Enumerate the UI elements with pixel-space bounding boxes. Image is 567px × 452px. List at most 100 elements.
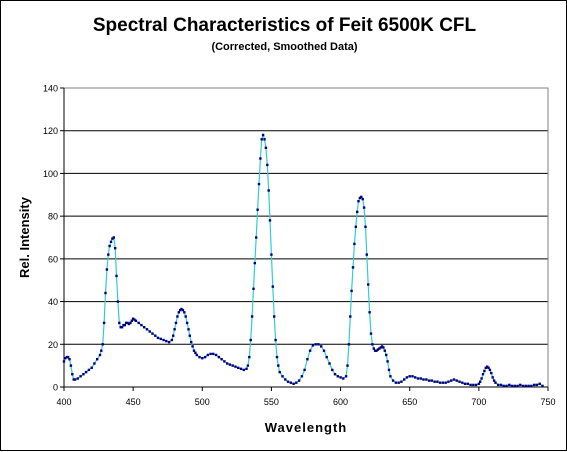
- data-point: [314, 343, 317, 346]
- data-point: [231, 364, 234, 367]
- data-point: [239, 367, 243, 370]
- data-point: [220, 358, 223, 361]
- data-point: [187, 328, 190, 331]
- data-point: [339, 376, 342, 379]
- data-point: [297, 379, 301, 382]
- data-point: [481, 373, 485, 376]
- data-point: [286, 380, 290, 383]
- data-point: [177, 311, 180, 314]
- data-point: [441, 381, 445, 384]
- data-point: [333, 373, 337, 376]
- data-point: [246, 364, 250, 367]
- data-point: [66, 355, 70, 359]
- data-point: [263, 138, 266, 141]
- data-point: [450, 379, 453, 382]
- data-point: [65, 355, 68, 359]
- data-point: [331, 368, 334, 372]
- data-point: [336, 375, 339, 378]
- data-point: [264, 146, 268, 149]
- data-point: [126, 321, 129, 325]
- data-point: [206, 353, 209, 357]
- data-point: [250, 315, 254, 318]
- data-point: [300, 375, 304, 378]
- data-point: [268, 219, 272, 222]
- data-point: [364, 225, 367, 228]
- data-point: [436, 380, 439, 383]
- data-point: [372, 347, 375, 350]
- data-point: [71, 373, 74, 376]
- data-point: [371, 343, 374, 346]
- y-tick-label: 100: [43, 169, 58, 179]
- data-point: [90, 366, 93, 369]
- data-point: [349, 315, 352, 318]
- data-point: [373, 349, 377, 352]
- data-point: [129, 321, 132, 325]
- data-point: [174, 321, 178, 325]
- data-point: [385, 353, 388, 357]
- data-point: [380, 345, 384, 348]
- data-point: [502, 384, 505, 388]
- data-point: [125, 321, 128, 325]
- data-point: [194, 351, 197, 354]
- data-point: [419, 377, 422, 380]
- data-point: [119, 326, 122, 329]
- data-point: [274, 338, 277, 342]
- x-tick-label: 550: [264, 397, 279, 407]
- x-tick-label: 700: [471, 397, 486, 407]
- y-tick-label: 20: [48, 340, 58, 350]
- data-point: [165, 339, 168, 343]
- data-point: [245, 367, 248, 370]
- data-point: [203, 355, 207, 359]
- x-axis-title: Wavelength: [265, 420, 347, 435]
- data-point: [499, 383, 503, 387]
- data-point: [519, 383, 522, 387]
- data-point: [306, 358, 309, 361]
- data-point: [185, 321, 189, 325]
- data-point: [533, 383, 536, 387]
- data-point: [234, 365, 237, 368]
- data-point: [192, 349, 196, 352]
- data-point: [463, 382, 467, 385]
- y-tick-label: 0: [53, 383, 58, 393]
- data-point: [73, 378, 77, 381]
- data-point: [491, 376, 494, 379]
- plot-area: [63, 87, 549, 388]
- data-point: [311, 344, 315, 347]
- data-point: [180, 307, 183, 311]
- data-point: [422, 378, 425, 381]
- data-point: [281, 375, 284, 378]
- data-point: [271, 285, 274, 288]
- data-point: [176, 315, 179, 318]
- data-point: [535, 383, 539, 387]
- data-point: [295, 381, 298, 384]
- data-point: [425, 378, 428, 381]
- data-point: [487, 366, 490, 369]
- data-point: [260, 138, 263, 141]
- data-point: [383, 349, 386, 352]
- x-tick-labels: 400 450 500 550 600 650 700 750: [56, 397, 555, 407]
- data-point: [162, 338, 165, 342]
- data-point: [69, 364, 73, 367]
- data-point: [411, 375, 414, 378]
- data-point: [367, 283, 370, 286]
- data-point: [483, 369, 486, 373]
- data-point: [403, 378, 406, 381]
- data-point: [277, 364, 280, 367]
- data-point: [400, 380, 403, 383]
- data-point: [267, 189, 270, 192]
- data-point: [98, 353, 102, 357]
- data-point: [167, 340, 171, 344]
- data-point: [173, 328, 176, 331]
- data-point: [237, 366, 240, 369]
- data-point: [209, 352, 212, 356]
- data-point: [389, 375, 392, 378]
- data-point: [521, 384, 525, 388]
- data-point: [108, 244, 111, 248]
- data-point: [472, 383, 475, 387]
- data-point: [114, 247, 117, 250]
- data-point: [148, 330, 151, 333]
- data-point: [427, 379, 431, 382]
- data-point: [452, 378, 456, 381]
- data-point: [100, 349, 103, 352]
- data-point: [228, 363, 232, 366]
